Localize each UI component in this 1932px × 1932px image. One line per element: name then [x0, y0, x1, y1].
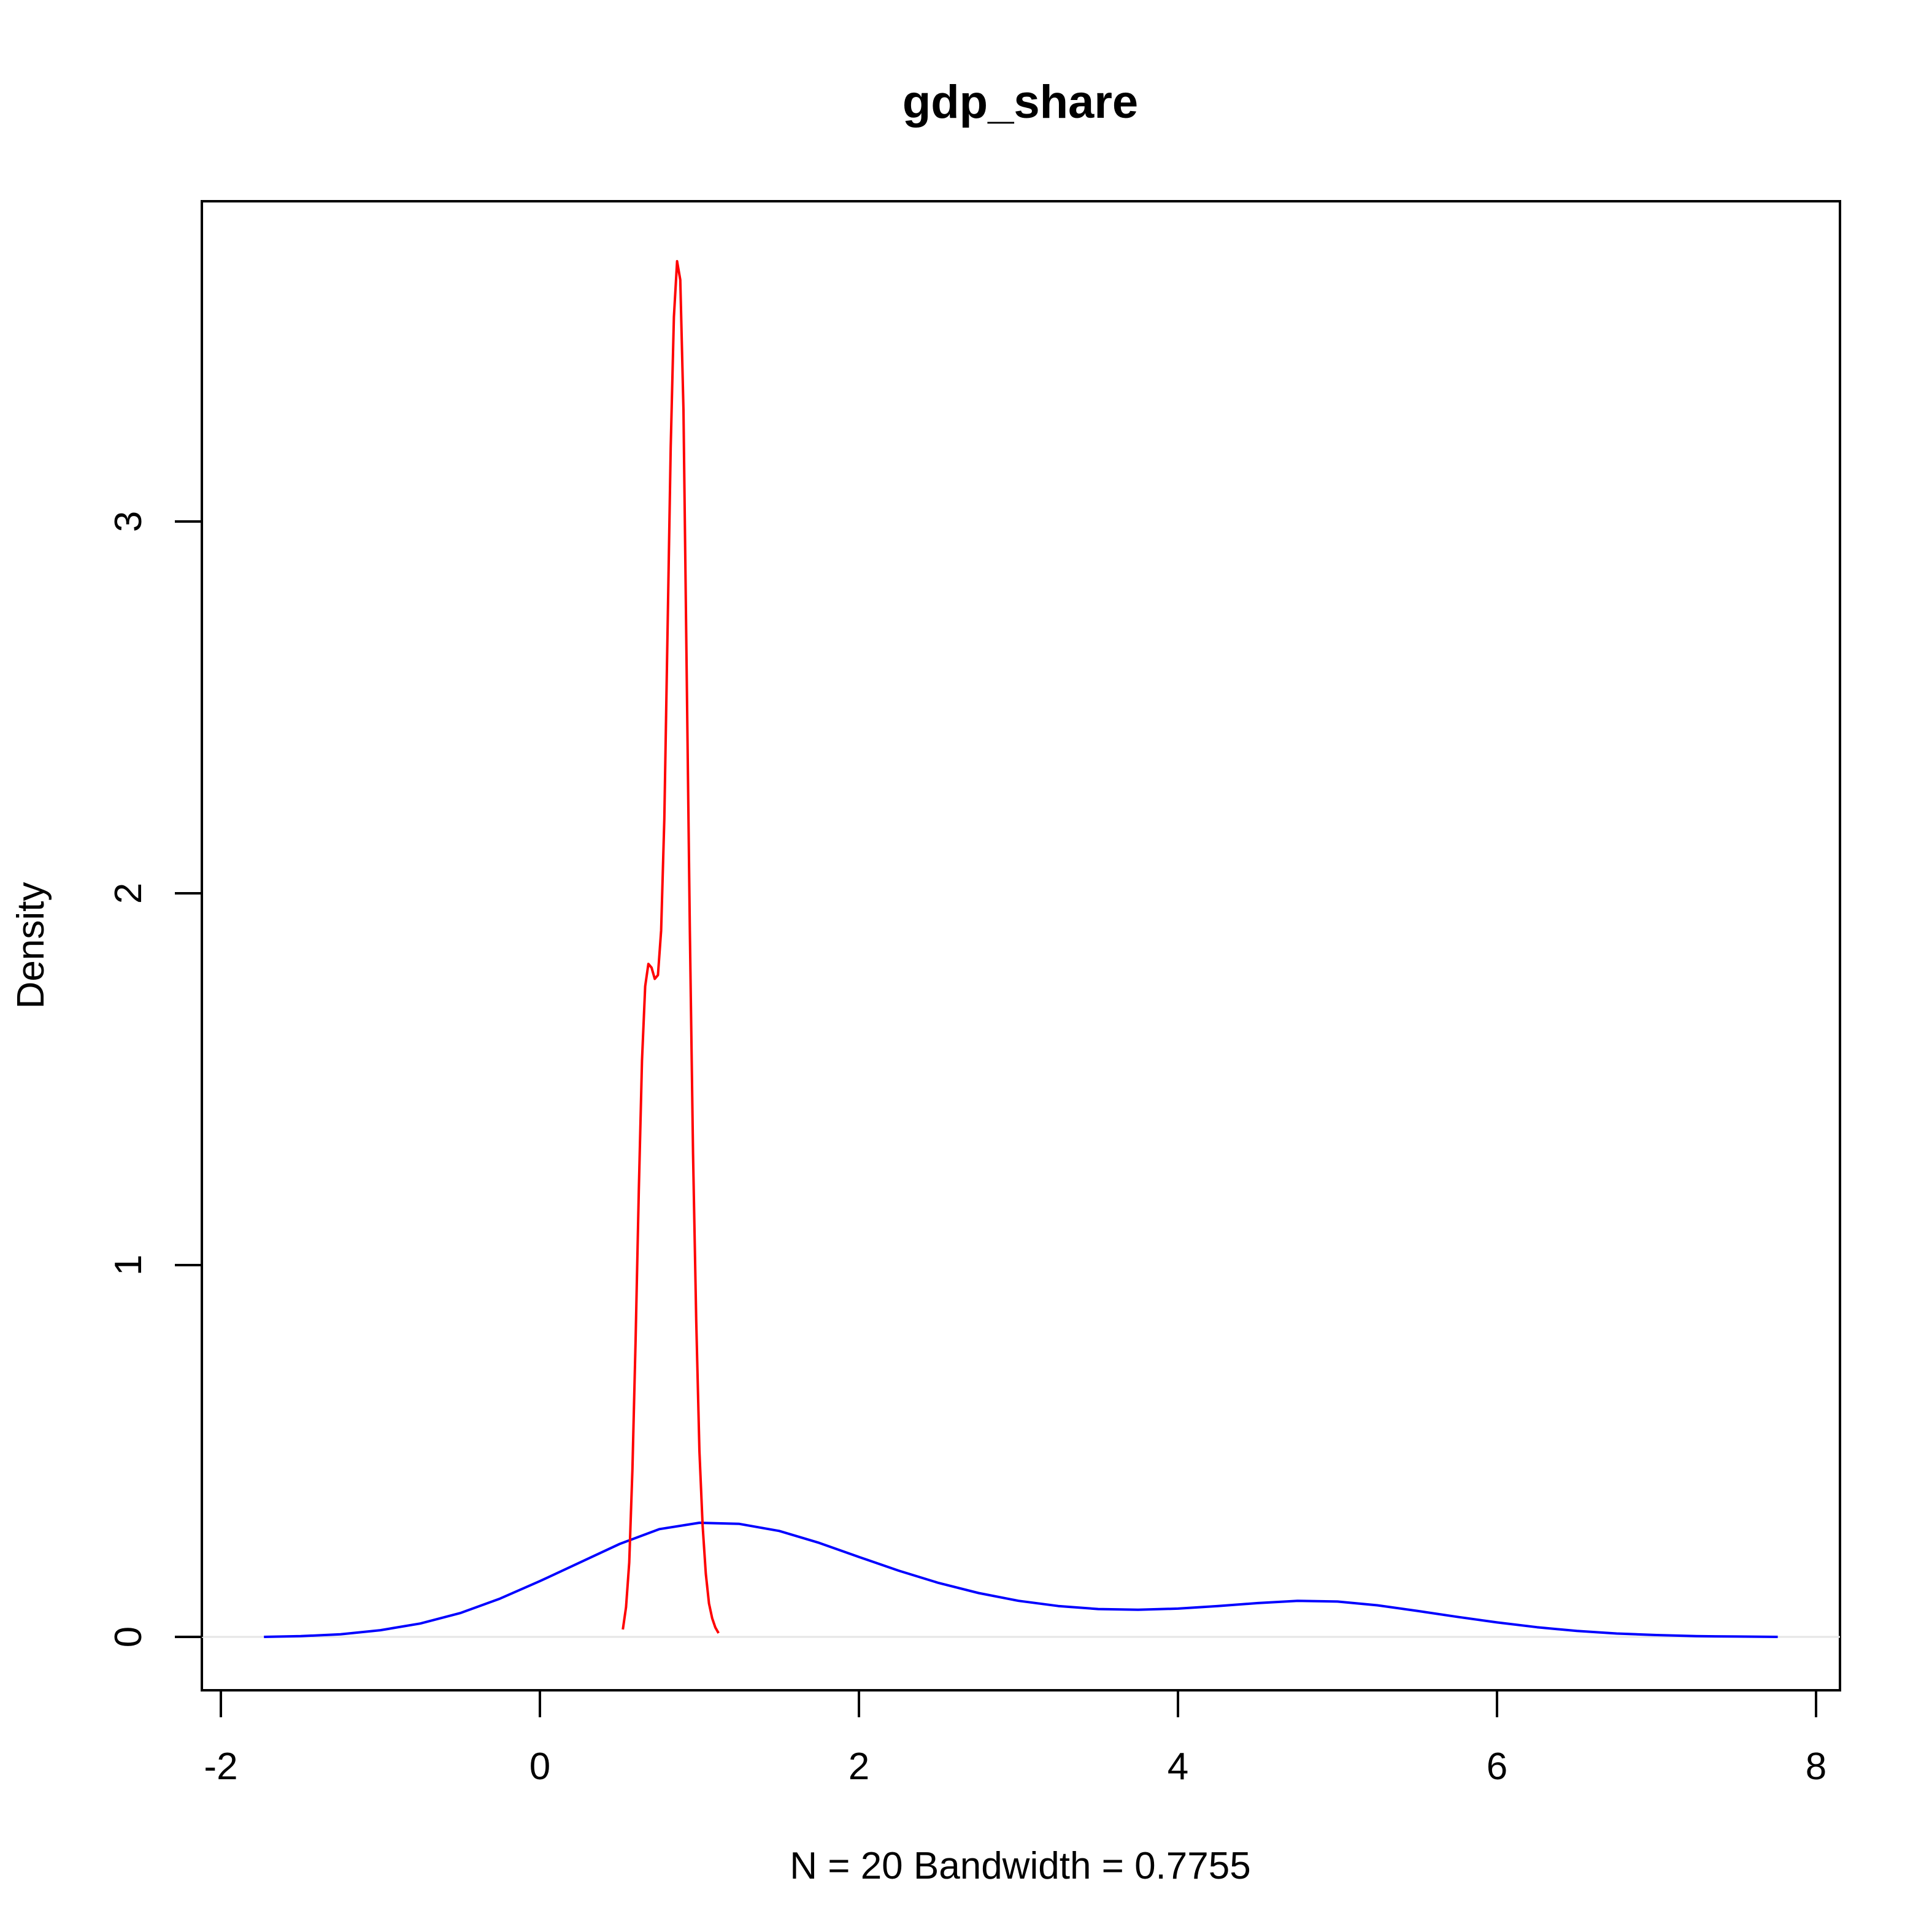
y-axis: 0 1 2 3: [107, 511, 203, 1647]
density-curve-2: [622, 260, 720, 1634]
chart-title: gdp_share: [902, 76, 1138, 128]
y-tick-label: 0: [107, 1626, 150, 1647]
y-axis-label: Density: [10, 882, 52, 1009]
x-tick-label: 4: [1168, 1745, 1188, 1788]
density-curve-1: [264, 1522, 1778, 1638]
x-tick-label: 6: [1487, 1745, 1507, 1788]
y-tick-label: 3: [107, 511, 150, 532]
x-tick-label: 2: [849, 1745, 869, 1788]
series-group: [264, 260, 1778, 1638]
y-tick-label: 2: [107, 883, 150, 904]
x-axis-label: N = 20 Bandwidth = 0.7755: [790, 1845, 1250, 1887]
x-tick-label: 8: [1806, 1745, 1826, 1788]
plot-frame: [201, 200, 1841, 1691]
x-tick-label: -2: [204, 1745, 237, 1788]
x-tick-label: 0: [529, 1745, 550, 1788]
y-tick-label: 1: [107, 1255, 150, 1276]
x-axis: -2 0 2 4 6 8: [204, 1689, 1826, 1788]
